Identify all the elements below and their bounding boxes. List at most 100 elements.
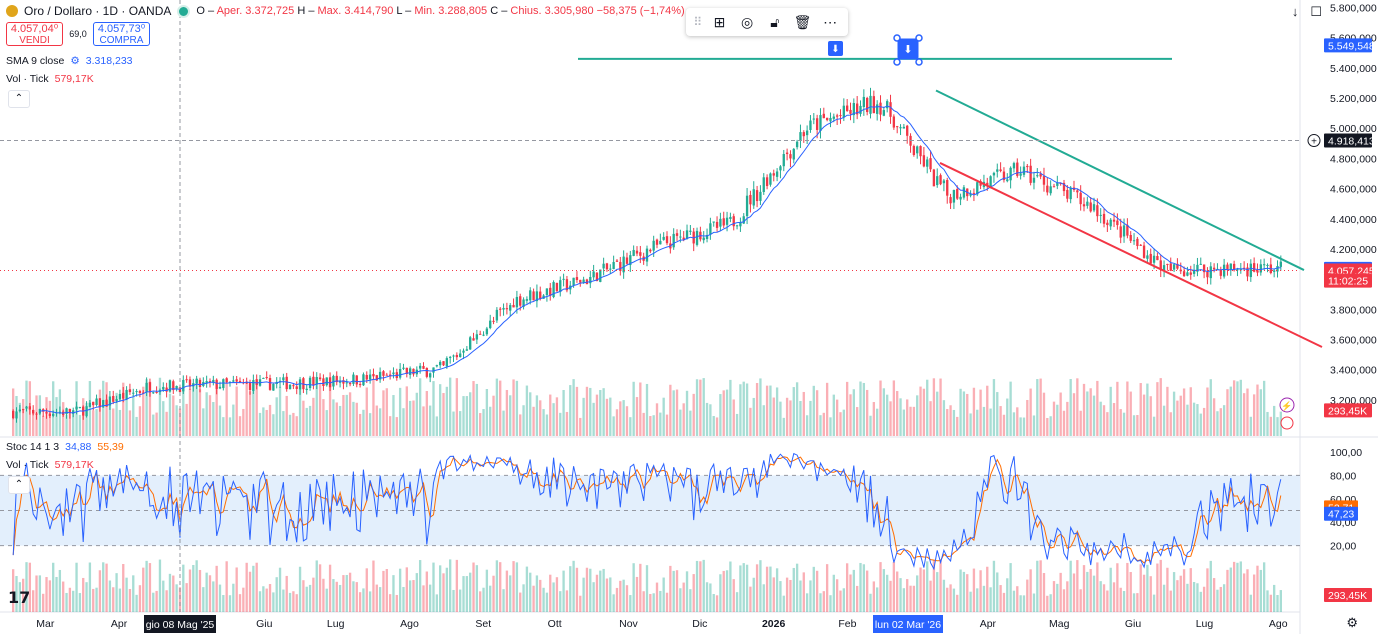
volume-bar-lower: [649, 594, 652, 612]
volume-bar: [912, 406, 916, 436]
candle-body: [655, 239, 659, 245]
candle-body: [135, 391, 138, 393]
sma-legend[interactable]: SMA 9 close ⚙ 3.318,233: [6, 55, 133, 67]
candle-body: [1226, 264, 1229, 270]
volume-bar: [959, 388, 962, 436]
volume-bar: [185, 403, 188, 436]
volume-bar-lower: [492, 575, 495, 612]
volume-bar: [1209, 379, 1212, 436]
lock-icon[interactable]: 🔓︎: [770, 13, 780, 30]
volume-bar-lower: [1259, 569, 1262, 612]
volume-bar-lower: [1219, 586, 1222, 612]
volume-bar: [148, 381, 152, 436]
object-tree-icon[interactable]: ⊞: [713, 13, 726, 30]
candles: [12, 87, 1282, 423]
maximize-icon[interactable]: ☐: [1310, 4, 1322, 19]
candle-body: [225, 378, 228, 383]
candle-body: [185, 379, 188, 381]
volume-bar-lower: [842, 588, 845, 612]
volume-bar-lower: [1242, 573, 1246, 612]
candle-body: [765, 177, 769, 187]
price-axis-badge-text: 4.918,413: [1328, 136, 1375, 148]
candle-body: [1106, 222, 1109, 226]
volume-bar: [1056, 404, 1059, 436]
delete-icon[interactable]: 🗑︎: [793, 13, 812, 30]
candle-body: [25, 406, 28, 409]
volume-bar-lower: [242, 587, 245, 612]
volume2-legend[interactable]: Vol · Tick 579,17K: [6, 459, 94, 471]
candle-body: [192, 383, 195, 387]
volume-bar-lower: [939, 560, 942, 612]
candle-body: [378, 371, 382, 380]
candle-body: [709, 223, 712, 235]
volume-bar-lower: [655, 582, 659, 612]
volume-bar: [1066, 401, 1069, 436]
volume-bar: [802, 391, 805, 436]
collapse-legend-button[interactable]: ⌃: [8, 90, 30, 108]
candle-body: [35, 413, 38, 415]
candle-body: [715, 221, 719, 228]
sell-button[interactable]: 4.057,04⁰ VENDI: [6, 22, 63, 46]
volume-bar-lower: [1082, 565, 1086, 612]
volume-bar: [462, 396, 465, 436]
candle-body: [352, 374, 355, 384]
volume-bar: [1256, 384, 1259, 436]
volume-legend[interactable]: Vol · Tick 579,17K: [6, 73, 94, 85]
stoch-k-value: 34,88: [65, 441, 92, 453]
candle-body: [562, 278, 565, 280]
volume-bar: [258, 412, 262, 436]
volume-bar-lower: [1226, 569, 1229, 612]
candle-body: [595, 272, 599, 282]
volume-bar: [979, 389, 982, 436]
more-icon[interactable]: ⋯: [823, 13, 838, 30]
volume-bar: [525, 385, 529, 436]
volume-bar-lower: [672, 570, 675, 612]
flag-icon: [1280, 416, 1294, 430]
sma-settings-icon[interactable]: ⚙: [70, 55, 80, 67]
volume-bar: [1146, 383, 1149, 436]
volume-bar: [372, 378, 375, 436]
volume-bar-lower: [555, 577, 559, 612]
volume-bar-lower: [469, 572, 472, 612]
volume-bar: [489, 406, 492, 436]
volume-bar-lower: [709, 583, 712, 612]
stoch-legend[interactable]: Stoc 14 1 3 34,88 55,39: [6, 441, 124, 453]
candle-body: [919, 146, 922, 157]
volume-bar: [308, 405, 312, 436]
volume-bar-lower: [835, 579, 839, 612]
time-tick-label: Mag: [1049, 618, 1070, 630]
visibility-icon[interactable]: ◎: [741, 13, 754, 30]
collapse-lower-legend-button[interactable]: ⌃: [8, 476, 30, 494]
volume-bar-lower: [22, 578, 25, 612]
volume-bar: [245, 381, 248, 436]
volume-bar-lower: [749, 586, 752, 612]
volume-bar-lower: [489, 585, 492, 612]
candle-body: [315, 376, 318, 385]
symbol-title[interactable]: Oro / Dollaro · 1D · OANDA: [24, 4, 172, 18]
volume-bar-lower: [1002, 592, 1006, 612]
volume-bar-lower: [168, 573, 172, 612]
drag-grip-icon[interactable]: ⠿: [693, 15, 703, 29]
volume-bar-lower: [68, 587, 72, 612]
stoch-tick-label: 100,00: [1330, 447, 1362, 459]
volume-bar: [652, 415, 655, 436]
volume-bar-lower: [318, 564, 322, 612]
volume-bar: [1169, 412, 1172, 436]
volume-bar: [1106, 412, 1109, 436]
volume-bar-lower: [1182, 569, 1186, 612]
download-icon[interactable]: ↓: [1291, 4, 1299, 19]
volume-bar: [218, 405, 222, 436]
volume-bar: [842, 409, 845, 436]
chart-settings-icon[interactable]: ⚙: [1346, 615, 1358, 630]
volume-bar: [1139, 383, 1142, 436]
candle-body: [862, 96, 866, 108]
buy-button[interactable]: 4.057,73⁰ COMPRA: [93, 22, 150, 46]
volume-bar: [88, 381, 92, 436]
candle-body: [472, 338, 475, 341]
candle-body: [869, 95, 872, 114]
candle-body: [325, 377, 328, 386]
volume-bar-lower: [759, 560, 762, 612]
volume-bar: [822, 412, 825, 436]
price-axis-badge: [1324, 273, 1372, 288]
